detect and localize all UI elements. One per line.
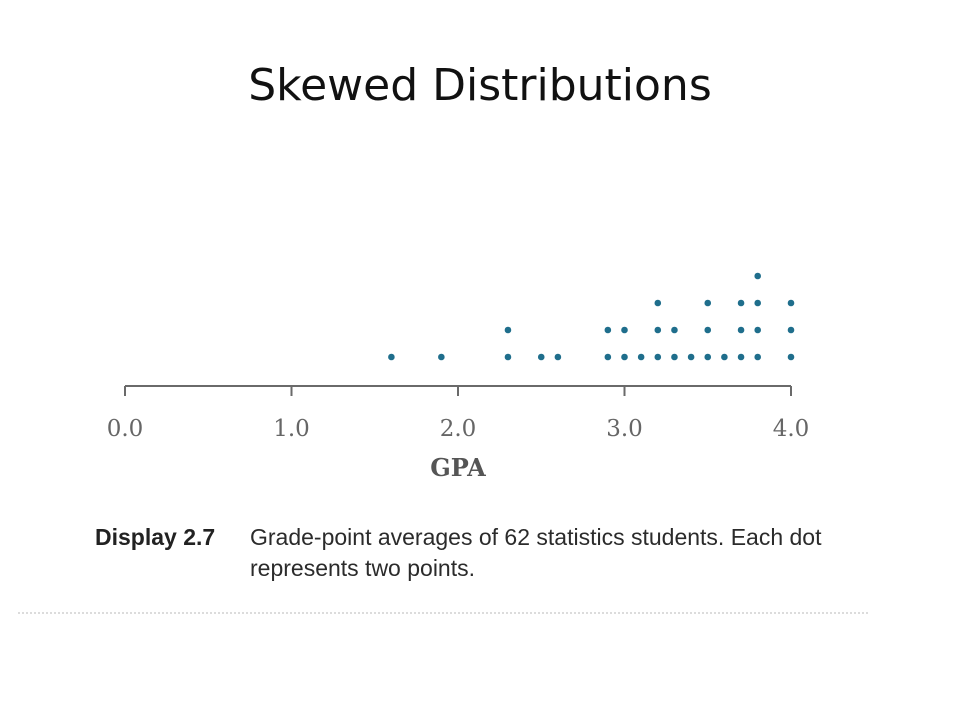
data-dot — [654, 299, 662, 307]
data-dot — [754, 272, 761, 280]
x-axis-label: GPA — [430, 453, 486, 482]
data-dot — [737, 326, 745, 334]
data-dot — [671, 326, 678, 334]
data-dot — [704, 353, 712, 361]
tick-label: 2.0 — [440, 416, 477, 442]
data-dot — [621, 353, 628, 361]
caption-text: Grade-point averages of 62 statistics st… — [250, 524, 822, 581]
caption-label: Display 2.7 — [95, 524, 216, 550]
data-dot — [787, 353, 795, 361]
data-dot — [438, 353, 445, 361]
data-dot — [737, 353, 745, 361]
tick-label: 3.0 — [606, 416, 643, 442]
data-dot — [637, 353, 645, 361]
data-dot — [787, 326, 795, 334]
data-dot — [671, 353, 678, 361]
tick-label: 0.0 — [107, 416, 144, 442]
data-dot — [537, 353, 545, 361]
data-dot — [621, 326, 628, 334]
data-dot — [704, 326, 712, 334]
data-dot — [721, 353, 728, 361]
slide-title: Skewed Distributions — [248, 60, 712, 111]
dot-plot: 0.0 1.0 2.0 3.0 4.0 GPA — [107, 272, 810, 482]
faint-divider — [18, 612, 868, 614]
data-dot — [704, 299, 712, 307]
data-dot — [554, 353, 562, 361]
data-dot — [388, 353, 395, 361]
data-dot — [754, 353, 761, 361]
data-dot — [754, 299, 761, 307]
data-dot — [504, 326, 512, 334]
data-dot — [787, 299, 795, 307]
tick-label: 1.0 — [273, 416, 310, 442]
data-dot — [654, 326, 662, 334]
data-dot — [604, 326, 612, 334]
data-dot — [504, 353, 512, 361]
data-dot — [754, 326, 761, 334]
data-dot — [654, 353, 662, 361]
data-dot — [604, 353, 612, 361]
data-dot — [687, 353, 695, 361]
tick-label: 4.0 — [773, 416, 810, 442]
x-axis: 0.0 1.0 2.0 3.0 4.0 — [107, 385, 810, 442]
dots-layer — [388, 272, 795, 361]
data-dot — [737, 299, 745, 307]
